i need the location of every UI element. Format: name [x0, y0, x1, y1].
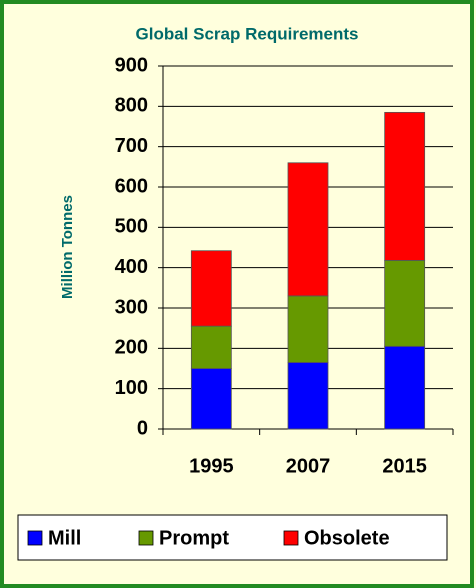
- bar-segment: [190, 368, 232, 430]
- y-tick-label: 400: [115, 256, 148, 278]
- y-tick-label: 800: [115, 95, 148, 117]
- y-tick-label: 500: [115, 216, 148, 238]
- bar-segment: [287, 362, 329, 430]
- y-tick-label: 200: [115, 337, 148, 359]
- y-tick-label: 300: [115, 296, 148, 318]
- bar-segment: [287, 295, 329, 363]
- x-tick-label: 2015: [382, 455, 427, 477]
- legend-swatch: [283, 530, 299, 546]
- legend: [17, 514, 448, 561]
- bar-segment: [190, 325, 232, 369]
- y-tick-label: 100: [115, 377, 148, 399]
- bar-segment: [384, 260, 426, 347]
- legend-label: Prompt: [159, 527, 229, 549]
- x-tick-label: 1995: [189, 455, 234, 477]
- y-axis-label: Million Tonnes: [59, 195, 76, 299]
- y-tick-label: 900: [115, 54, 148, 76]
- y-tick-label: 700: [115, 135, 148, 157]
- bar-segment: [287, 162, 329, 297]
- legend-label: Obsolete: [304, 527, 390, 549]
- bar-segment: [384, 111, 426, 261]
- legend-swatch: [27, 530, 43, 546]
- legend-swatch: [138, 530, 154, 546]
- bar-segment: [190, 250, 232, 327]
- legend-label: Mill: [48, 527, 81, 549]
- bar-segment: [384, 345, 426, 430]
- chart-title: Global Scrap Requirements: [136, 24, 359, 43]
- x-tick-label: 2007: [286, 455, 331, 477]
- y-tick-label: 600: [115, 175, 148, 197]
- y-tick-label: 0: [137, 417, 148, 439]
